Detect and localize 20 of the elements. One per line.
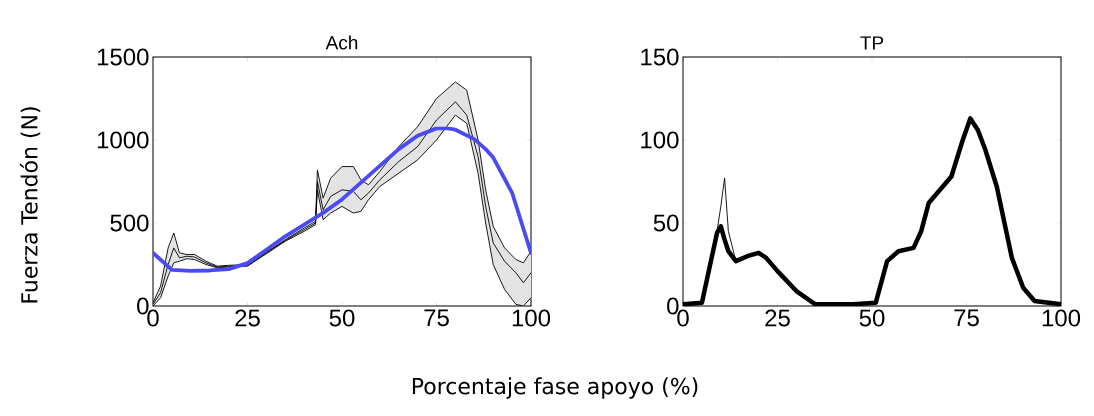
x-tick-label: 25 [765,309,790,327]
x-tick-label: 50 [859,309,885,327]
chart-title: TP [860,36,884,50]
x-tick-label: 75 [954,309,979,327]
y-tick-label: 0 [137,297,149,315]
y-tick-label: 500 [110,214,149,232]
x-tick-label: 100 [1042,309,1081,327]
y-tick-label: 1000 [97,131,149,149]
y-tick-label: 50 [653,214,679,232]
y-axis-title: Fuerza Tendón (N) [19,107,41,303]
y-tick-label: 1500 [97,48,149,66]
x-tick-label: 75 [424,309,449,327]
y-tick-label: 100 [641,131,679,149]
y-tick-label: 150 [641,48,679,66]
x-axis-title: Porcentaje fase apoyo (%) [412,377,698,399]
x-tick-label: 25 [235,309,260,327]
chart-title: Ach [325,35,358,50]
x-tick-label: 100 [512,309,551,327]
y-tick-label: 0 [667,297,679,315]
x-tick-label: 50 [329,309,355,327]
